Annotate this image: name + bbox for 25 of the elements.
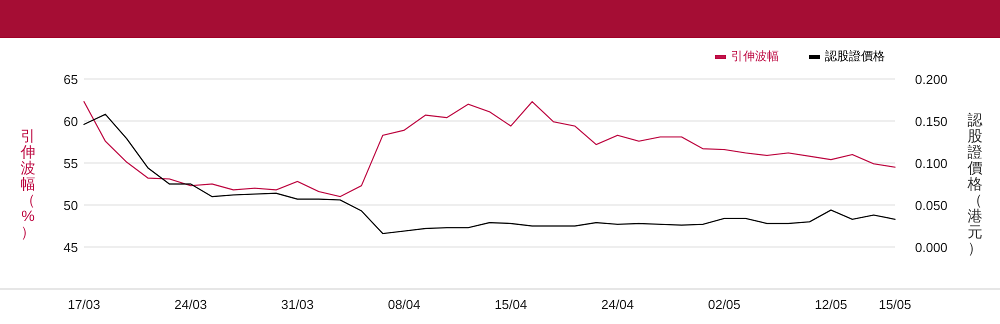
x-tick-label: 24/03 bbox=[174, 297, 207, 312]
x-tick-label: 15/04 bbox=[494, 297, 528, 312]
y-tick-label: 45 bbox=[64, 240, 78, 255]
y2-tick-label: 0.200 bbox=[915, 72, 948, 87]
y-tick-label: 55 bbox=[64, 156, 78, 171]
x-tick-label: 31/03 bbox=[281, 297, 314, 312]
text: 認股證價格（港元） bbox=[968, 112, 982, 257]
y2-tick-label: 0.000 bbox=[915, 240, 948, 255]
y-tick-label: 50 bbox=[64, 198, 78, 213]
y2-tick-label: 0.050 bbox=[915, 198, 948, 213]
x-tick-label: 24/04 bbox=[601, 297, 634, 312]
y-axis-title: 引伸波幅（%） bbox=[20, 128, 36, 241]
line-series bbox=[83, 101, 896, 198]
x-tick-label: 15/05 bbox=[878, 297, 912, 312]
y-tick-label: 65 bbox=[64, 72, 78, 87]
y-tick-label: 60 bbox=[64, 114, 78, 129]
legend-label: 引伸波幅 bbox=[731, 49, 779, 63]
x-tick-label: 17/03 bbox=[68, 297, 100, 312]
x-tick-label: 08/04 bbox=[388, 297, 420, 312]
legend-label: 認股證價格 bbox=[825, 49, 885, 63]
line-series bbox=[83, 114, 896, 234]
x-tick-label: 02/05 bbox=[708, 297, 741, 312]
y2-tick-label: 0.100 bbox=[915, 156, 948, 171]
y2-tick-label: 0.150 bbox=[915, 114, 948, 129]
x-tick-label: 12/05 bbox=[814, 297, 848, 312]
